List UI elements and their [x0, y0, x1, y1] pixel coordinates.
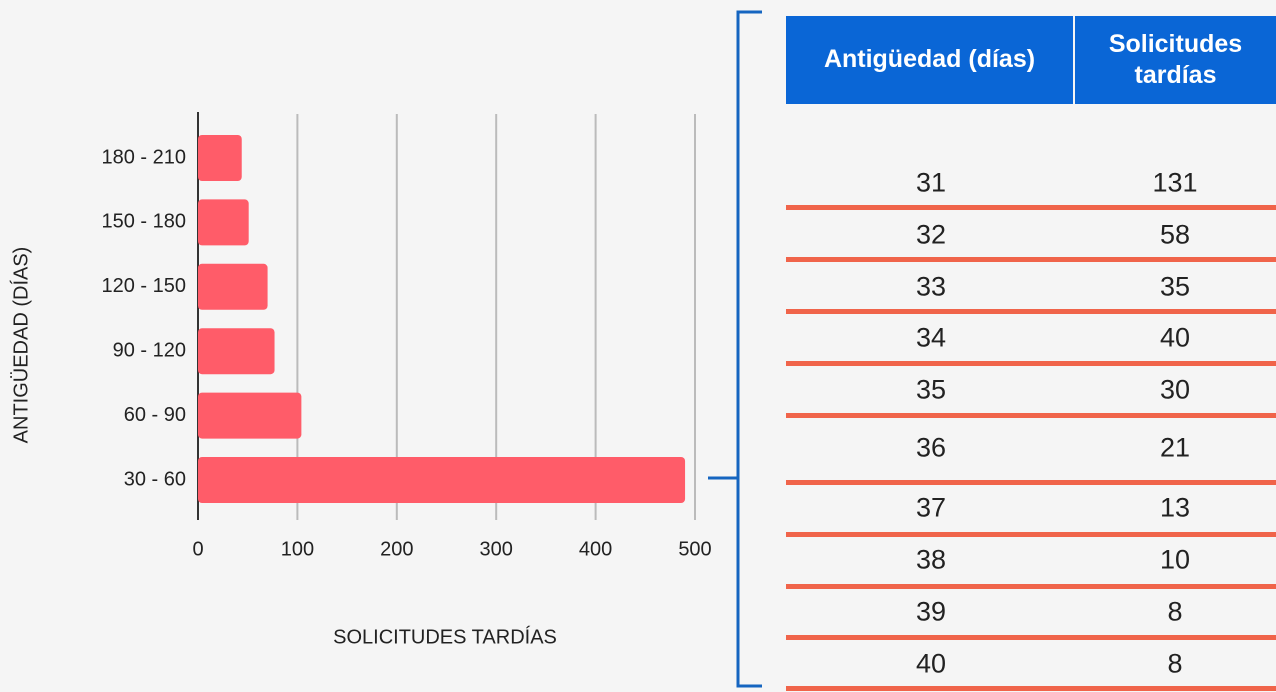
row-separator	[786, 532, 1276, 537]
table-cell: 37	[915, 492, 947, 523]
table-cell: 38	[915, 544, 947, 575]
table-cell: 10	[1159, 544, 1191, 575]
table-cell: 8	[1167, 648, 1183, 679]
row-separator	[786, 309, 1276, 314]
table-cell: 36	[915, 432, 947, 463]
table-cell: 40	[1159, 322, 1191, 353]
bar	[198, 457, 686, 503]
y-tick-label: 30 - 60	[124, 468, 186, 490]
bracket	[708, 10, 762, 688]
x-axis-label: SOLICITUDES TARDÍAS	[333, 625, 557, 648]
row-separator	[786, 413, 1276, 418]
table-cell: 33	[915, 271, 947, 302]
table-cell: 34	[915, 322, 947, 353]
x-tick-label: 0	[192, 538, 203, 560]
x-tick-label: 400	[579, 538, 612, 560]
table-cell: 21	[1159, 432, 1191, 463]
bar	[198, 135, 242, 181]
table-cell: 40	[915, 648, 947, 679]
y-axis-label: ANTIGÜEDAD (DÍAS)	[9, 247, 32, 444]
row-separator	[786, 584, 1276, 589]
y-tick-label: 90 - 120	[113, 339, 186, 361]
table-cell: 8	[1167, 596, 1183, 627]
x-tick-label: 300	[480, 538, 513, 560]
table-cell: 131	[1152, 167, 1198, 198]
table-header: Antigüedad (días)	[786, 16, 1073, 104]
y-tick-label: 180 - 210	[101, 146, 186, 168]
y-tick-label: 60 - 90	[124, 404, 186, 426]
x-tick-label: 100	[281, 538, 314, 560]
table-cell: 13	[1159, 492, 1191, 523]
table-cell: 35	[915, 374, 947, 405]
y-tick-label: 120 - 150	[101, 275, 186, 297]
row-separator	[786, 480, 1276, 485]
table-cell: 39	[915, 596, 947, 627]
table-cell: 30	[1159, 374, 1191, 405]
table-cell: 35	[1159, 271, 1191, 302]
bar	[198, 328, 275, 375]
row-separator	[786, 361, 1276, 366]
row-separator	[786, 257, 1276, 262]
bar	[198, 263, 268, 310]
bar	[198, 392, 302, 439]
table-cell: 31	[915, 167, 947, 198]
x-tick-label: 500	[678, 538, 711, 560]
table-header: Solicitudes tardías	[1075, 16, 1276, 104]
row-separator	[786, 205, 1276, 210]
row-separator	[786, 686, 1276, 691]
bar	[198, 199, 249, 246]
x-tick-label: 200	[380, 538, 413, 560]
table-cell: 58	[1159, 219, 1191, 250]
table-cell: 32	[915, 219, 947, 250]
row-separator	[786, 635, 1276, 640]
y-tick-label: 150 - 180	[101, 211, 186, 233]
